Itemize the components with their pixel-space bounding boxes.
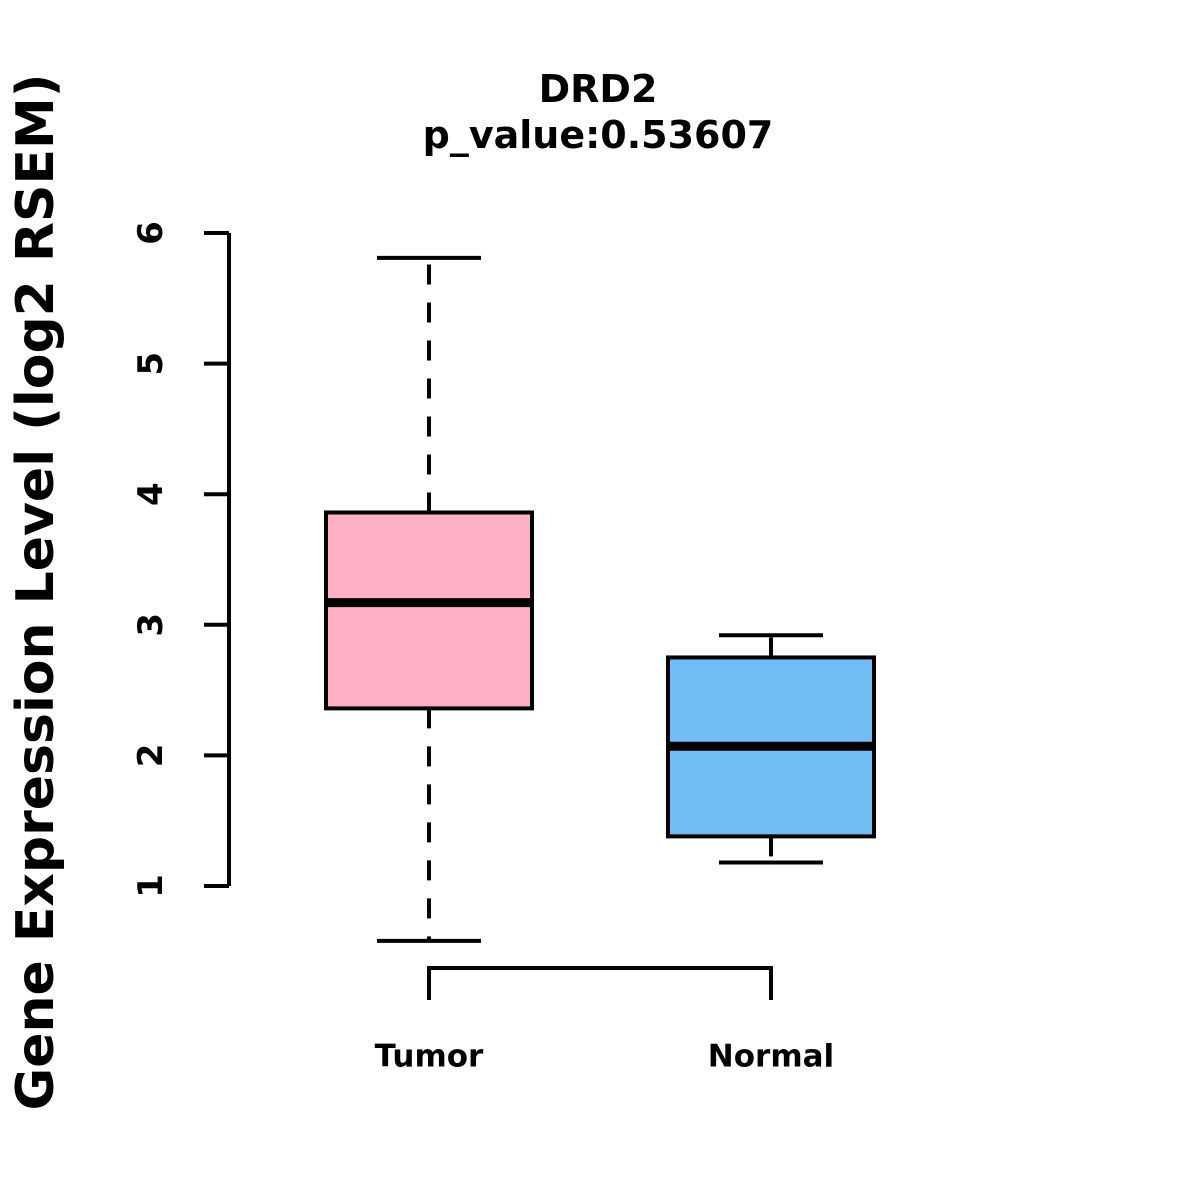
chart-title: DRD2	[538, 67, 658, 111]
y-tick-label: 5	[131, 352, 171, 376]
y-tick-label: 1	[131, 874, 171, 898]
x-tick-label-tumor: Tumor	[374, 1038, 484, 1075]
y-tick-label: 4	[131, 482, 171, 506]
y-tick-label: 3	[131, 613, 171, 637]
x-tick-label-normal: Normal	[707, 1038, 835, 1075]
y-tick-label: 2	[131, 744, 171, 768]
y-tick-label: 6	[131, 221, 171, 245]
x-axis-bracket	[427, 966, 773, 1000]
box-tumor	[324, 510, 534, 711]
chart-subtitle-pvalue: p_value:0.53607	[422, 113, 774, 157]
